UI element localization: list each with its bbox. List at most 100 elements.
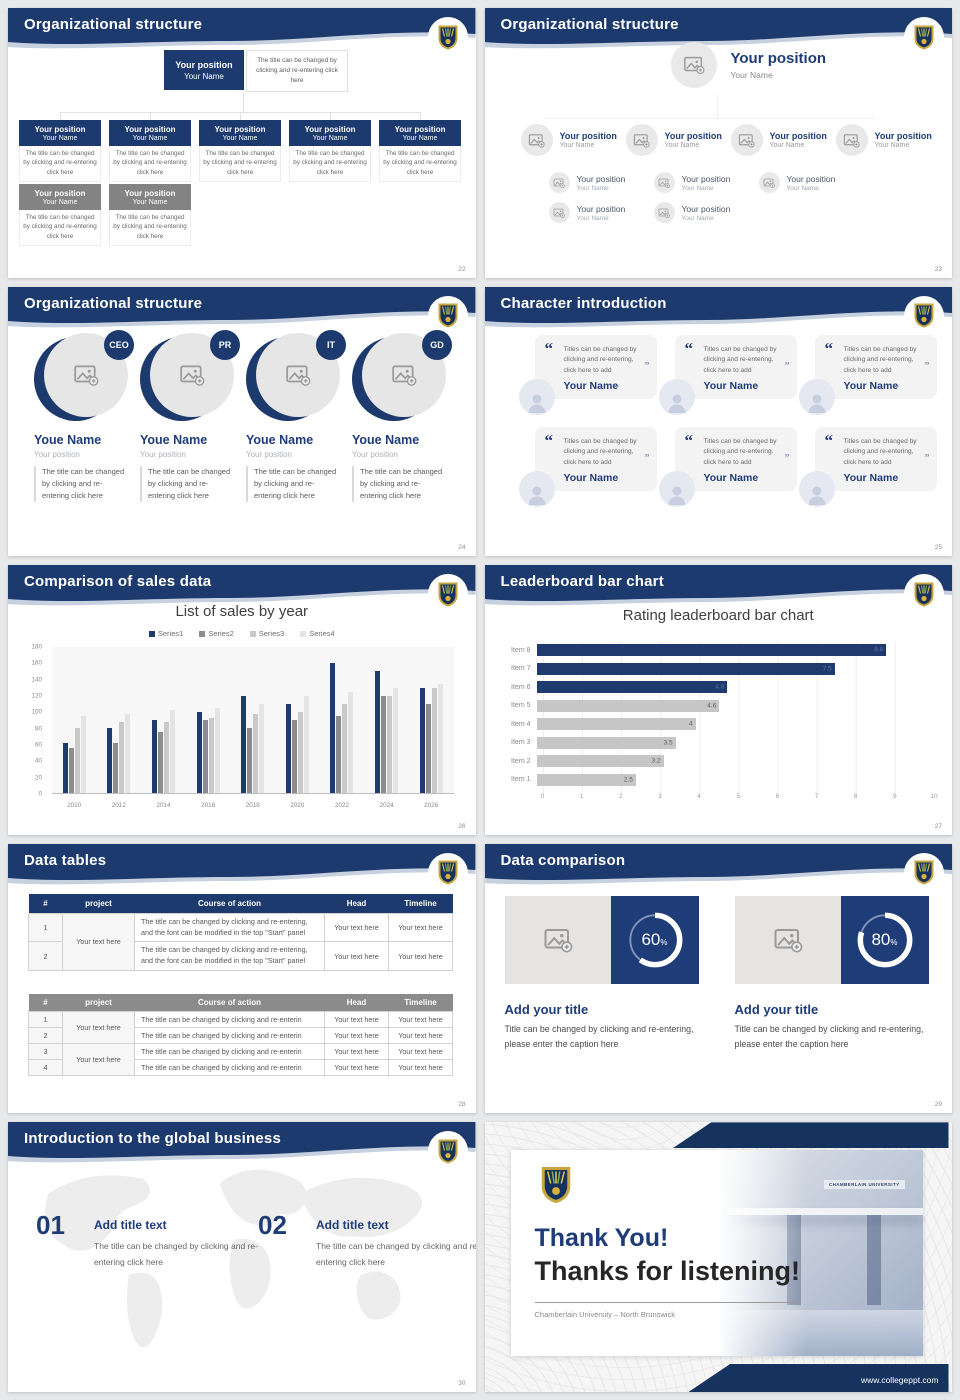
open-quote-icon: “ bbox=[824, 338, 834, 358]
bar: 4.8 bbox=[536, 681, 728, 694]
slide-28-data-tables[interactable]: Data tables # project Course of action H… bbox=[8, 843, 476, 1114]
close-quote-icon: ” bbox=[784, 360, 790, 372]
position-label: Your position bbox=[769, 131, 827, 141]
item-title: Add title text bbox=[316, 1218, 389, 1233]
profile-card: PR Youe Name Your position The title can… bbox=[140, 329, 240, 502]
image-placeholder-icon bbox=[553, 178, 565, 188]
legend-label: Series1 bbox=[157, 629, 184, 639]
legend-label: Series3 bbox=[258, 629, 285, 639]
name-label: Your Name bbox=[730, 70, 773, 80]
y-tick-label: 20 bbox=[34, 774, 42, 782]
org-root-box: Your position Your Name bbox=[164, 50, 244, 90]
x-tick-label: 9 bbox=[893, 793, 897, 801]
profile-caption: The title can be changed by clicking and… bbox=[246, 465, 338, 502]
value-label: 2.5 bbox=[623, 776, 633, 784]
donut-chart-80: 80% bbox=[840, 895, 929, 984]
x-tick-label: 2020 bbox=[290, 801, 305, 809]
close-quote-icon: ” bbox=[644, 452, 650, 464]
bar bbox=[387, 695, 393, 793]
bar-track: 4.6 bbox=[536, 699, 935, 712]
bar bbox=[214, 707, 220, 793]
university-shield-logo bbox=[427, 17, 468, 57]
slide-title: Introduction to the global business bbox=[24, 1130, 281, 1148]
org-sub-node: Your position Your Name bbox=[548, 202, 625, 223]
percent-sign: % bbox=[660, 938, 668, 948]
node-caption: The title can be changed by clicking and… bbox=[199, 146, 281, 182]
slide-23-org-structure[interactable]: Organizational structure Your position Y… bbox=[484, 8, 952, 278]
item-label: Item 6 bbox=[511, 683, 531, 691]
donut-chart-60: 60% bbox=[610, 895, 699, 984]
connector-line bbox=[420, 112, 421, 120]
name-label: Your Name bbox=[874, 142, 910, 149]
org-node: Your position Your Name bbox=[625, 124, 722, 156]
bar-row: Item 8 8.8 bbox=[499, 641, 935, 660]
image-placeholder-icon bbox=[683, 56, 705, 75]
node-caption: The title can be changed by clicking and… bbox=[109, 146, 191, 182]
name-label: Your Name bbox=[769, 142, 805, 149]
connector-line bbox=[716, 94, 718, 118]
slide-thank-you[interactable]: CHAMBERLAIN UNIVERSITY Thank You! Thanks… bbox=[484, 1122, 952, 1392]
image-placeholder-icon bbox=[658, 178, 670, 188]
open-quote-icon: “ bbox=[684, 430, 694, 450]
timeline-cell: Your text here bbox=[388, 1042, 453, 1060]
value-label: 4 bbox=[688, 720, 693, 728]
node-caption: The title can be changed by clicking and… bbox=[289, 146, 371, 182]
slide-29-data-comparison[interactable]: Data comparison 60% Add your title Title… bbox=[484, 843, 952, 1114]
x-tick-label: 10 bbox=[930, 793, 938, 801]
image-placeholder-icon bbox=[553, 208, 565, 218]
y-axis-labels: 0 20 40 60 80 100 120 140 160 180 bbox=[20, 643, 48, 798]
campus-photo: CHAMBERLAIN UNIVERSITY bbox=[716, 1150, 923, 1357]
bar bbox=[170, 710, 176, 793]
slide-26-sales-comparison[interactable]: Comparison of sales data List of sales b… bbox=[8, 565, 476, 835]
item-label: Item 2 bbox=[511, 757, 531, 765]
bar-row: Item 6 4.8 bbox=[499, 678, 935, 697]
slide-27-leaderboard[interactable]: Leaderboard bar chart Rating leaderboard… bbox=[484, 565, 952, 835]
name-label: Your Name bbox=[184, 71, 224, 81]
slide-24-org-structure[interactable]: Organizational structure CEO Youe Name Y… bbox=[8, 286, 476, 557]
position-label: Your position bbox=[681, 173, 731, 184]
open-quote-icon: “ bbox=[684, 338, 694, 358]
quote-card: “ Titles can be changed by clicking and … bbox=[658, 334, 797, 415]
head-cell: Your text here bbox=[324, 1010, 389, 1028]
person-name: Your Name bbox=[563, 471, 619, 484]
bar bbox=[247, 728, 253, 793]
percent-sign: % bbox=[890, 938, 898, 948]
role-badge: IT bbox=[316, 329, 346, 360]
name-label: Your Name bbox=[681, 214, 714, 222]
slide-title: Comparison of sales data bbox=[24, 573, 212, 591]
person-name: Youe Name bbox=[34, 432, 102, 447]
person-position: Your position bbox=[34, 449, 80, 459]
item-label: Item 3 bbox=[511, 739, 531, 747]
legend-swatch bbox=[300, 630, 307, 637]
bar-group bbox=[152, 647, 176, 793]
table-row: 2 The title can be changed by clicking a… bbox=[28, 1026, 453, 1044]
bar bbox=[68, 748, 74, 793]
profile-card: GD Youe Name Your position The title can… bbox=[352, 329, 452, 502]
bar-group bbox=[196, 647, 220, 793]
item-text: Add title text The title can be changed … bbox=[94, 1218, 264, 1270]
y-tick-label: 180 bbox=[31, 643, 42, 651]
grouped-bar-chart: 0 20 40 60 80 100 120 140 160 180 2010 2012 2014 201… bbox=[20, 643, 464, 809]
legend-swatch bbox=[148, 630, 155, 637]
column-header: # bbox=[28, 893, 63, 914]
slide-30-global-business[interactable]: Introduction to the global business 01 A… bbox=[8, 1122, 476, 1392]
image-placeholder bbox=[653, 202, 675, 223]
bar-row: Item 5 4.6 bbox=[499, 697, 935, 716]
project-cell: Your text here bbox=[62, 1042, 135, 1076]
column-header: Head bbox=[324, 993, 389, 1012]
y-tick-label: 140 bbox=[31, 676, 42, 684]
position-label: Your position bbox=[681, 203, 731, 214]
org-node: Your position Your Name The title can be … bbox=[199, 120, 281, 182]
image-placeholder-icon bbox=[392, 365, 417, 386]
person-position: Your position bbox=[140, 449, 186, 459]
quote-card: “ Titles can be changed by clicking and … bbox=[518, 426, 657, 507]
column-header: Course of action bbox=[134, 893, 325, 914]
bar-track: 2.5 bbox=[536, 773, 935, 786]
image-placeholder-icon bbox=[528, 133, 545, 148]
position-label: Your position bbox=[175, 59, 233, 70]
photo-fade-overlay bbox=[716, 1150, 807, 1357]
timeline-cell: Your text here bbox=[388, 1026, 453, 1044]
page-number: 28 bbox=[458, 1101, 466, 1109]
slide-22-org-structure[interactable]: Organizational structure Your position Y… bbox=[8, 8, 476, 278]
slide-25-character-introduction[interactable]: Character introduction “ Titles can be c… bbox=[484, 286, 952, 557]
